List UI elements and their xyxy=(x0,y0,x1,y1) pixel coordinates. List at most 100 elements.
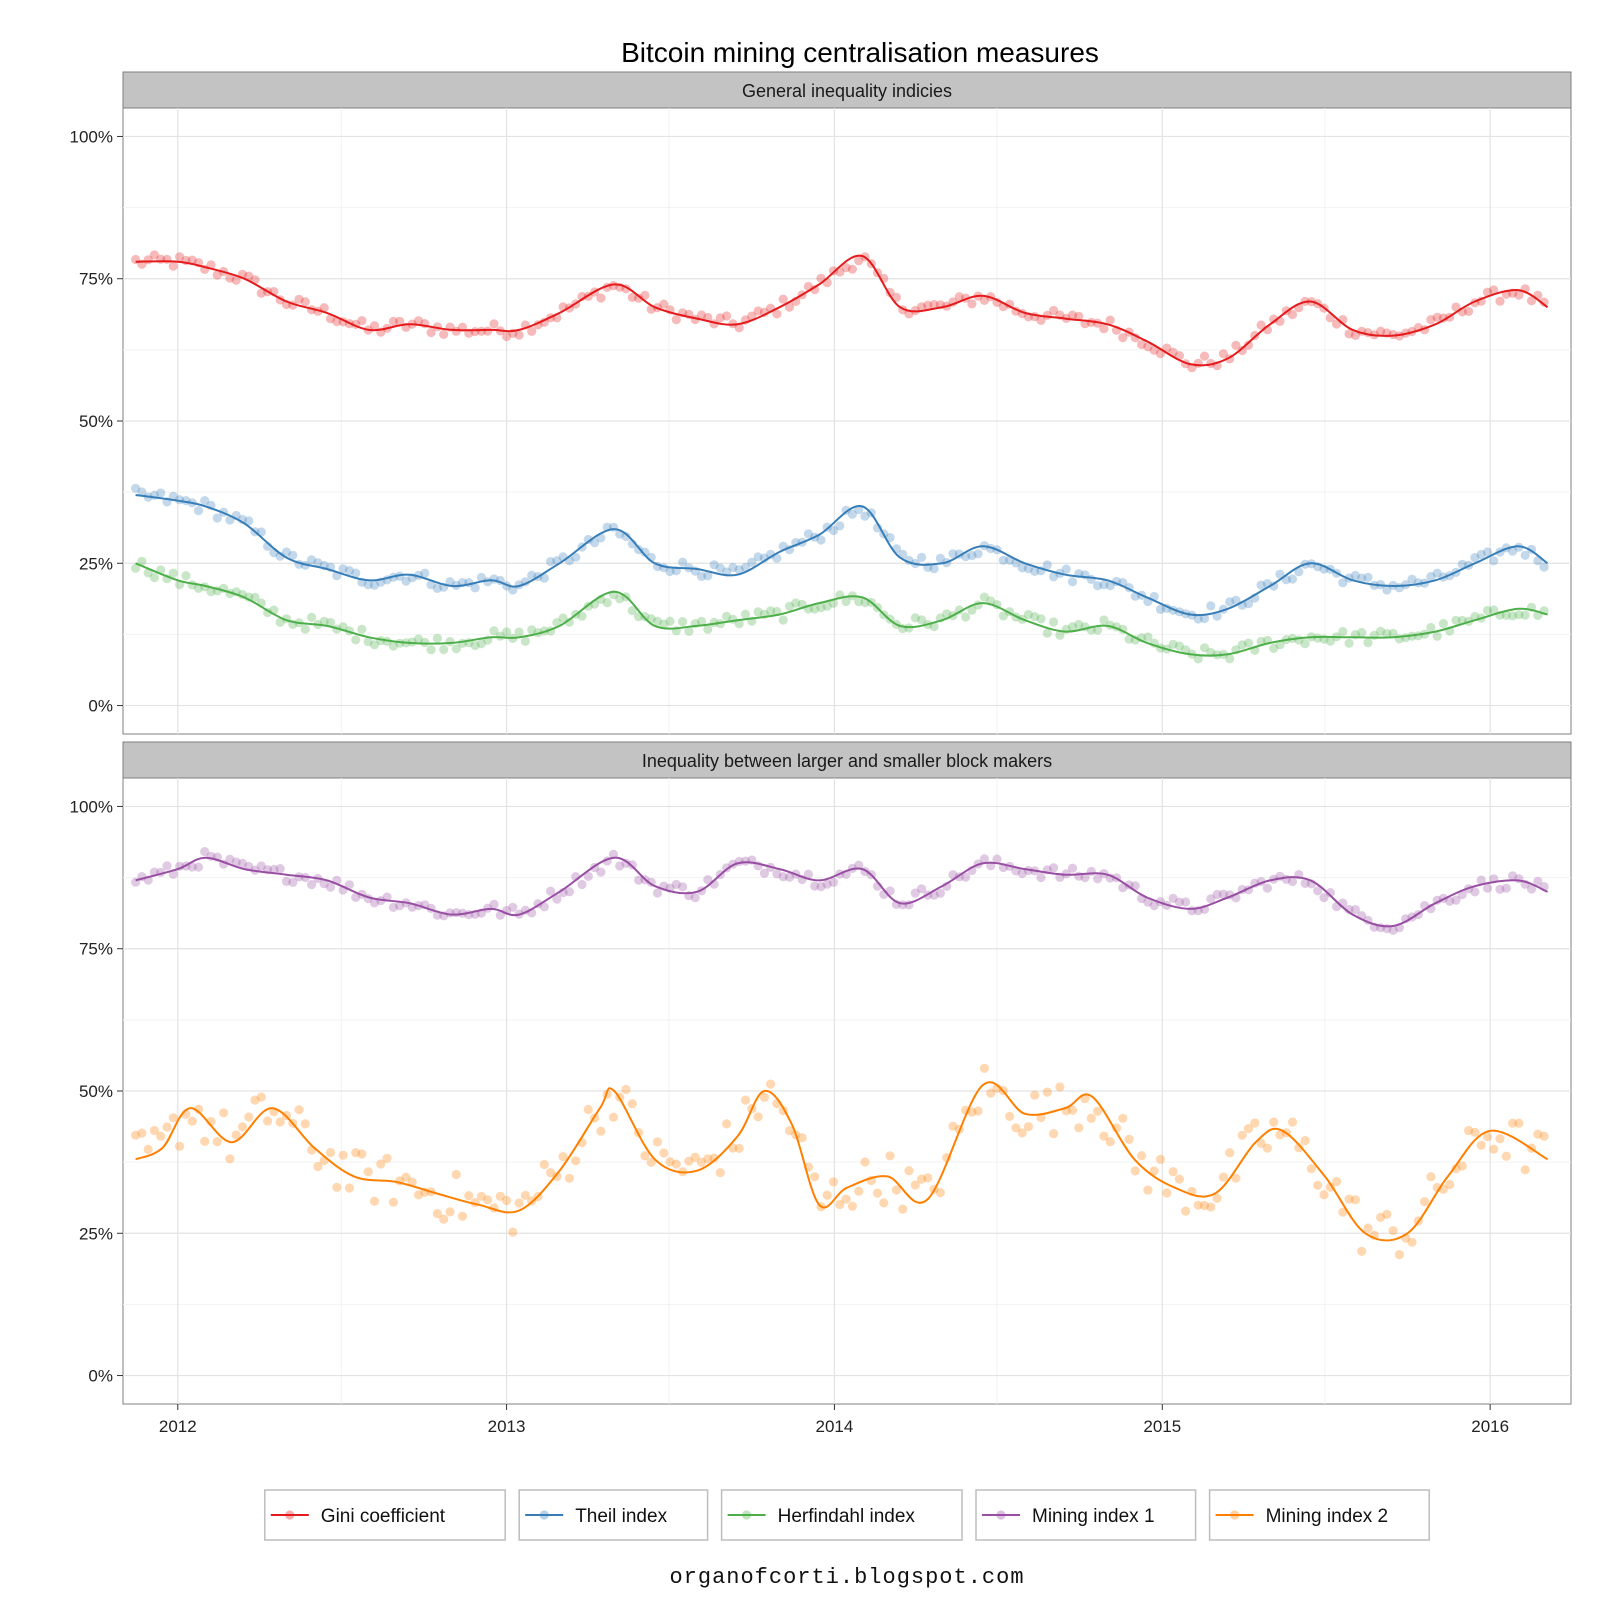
data-point xyxy=(1067,1105,1078,1115)
data-point xyxy=(608,281,619,291)
data-point xyxy=(369,898,380,908)
strip-background xyxy=(122,71,1572,109)
data-point xyxy=(784,601,795,611)
data-point xyxy=(369,1196,380,1206)
data-point xyxy=(684,1156,694,1166)
data-point xyxy=(1457,559,1467,569)
data-point xyxy=(212,513,222,523)
data-point xyxy=(502,627,512,637)
data-point xyxy=(979,854,990,864)
data-point xyxy=(294,294,304,304)
data-point xyxy=(973,1106,983,1116)
data-point xyxy=(1199,613,1210,624)
data-point xyxy=(193,506,204,516)
data-point xyxy=(1243,340,1254,350)
data-point xyxy=(388,1197,398,1207)
legend-item-mining-index-2: Mining index 2 xyxy=(1208,1489,1430,1541)
data-point xyxy=(627,292,637,302)
data-point xyxy=(1049,863,1059,873)
data-point xyxy=(137,487,147,497)
data-point xyxy=(722,311,732,321)
data-point xyxy=(709,560,719,570)
data-point xyxy=(193,862,204,872)
data-point xyxy=(149,1125,159,1136)
data-point xyxy=(168,1113,178,1123)
legend-key-point xyxy=(539,1510,549,1520)
data-point xyxy=(1470,1127,1480,1137)
data-point xyxy=(244,516,254,526)
data-point xyxy=(1350,570,1360,581)
data-point xyxy=(1143,897,1153,907)
data-point xyxy=(508,902,518,912)
data-point xyxy=(514,330,524,340)
x-tick-label: 2016 xyxy=(1471,1417,1509,1436)
data-point xyxy=(935,1188,946,1198)
data-point xyxy=(854,597,864,607)
data-point xyxy=(1357,627,1367,638)
data-point xyxy=(445,637,455,647)
data-point xyxy=(187,862,197,872)
data-point xyxy=(250,1095,260,1105)
data-point xyxy=(351,1148,361,1158)
data-point xyxy=(1199,351,1210,361)
y-tick-label: 75% xyxy=(79,940,113,959)
data-point xyxy=(910,1180,920,1190)
data-point xyxy=(281,876,292,887)
data-point xyxy=(847,264,858,274)
data-point xyxy=(1193,614,1203,624)
data-point xyxy=(678,557,688,567)
data-point xyxy=(696,310,707,320)
data-point xyxy=(1482,547,1493,557)
data-point xyxy=(828,266,839,276)
data-point xyxy=(1130,635,1140,645)
data-point xyxy=(313,1161,323,1172)
data-point xyxy=(1011,1123,1021,1133)
data-point xyxy=(1275,1130,1285,1140)
data-point xyxy=(1118,1113,1128,1123)
data-point xyxy=(1350,330,1360,340)
data-point xyxy=(615,861,625,871)
data-point xyxy=(483,1195,493,1205)
data-point xyxy=(778,615,788,625)
data-point xyxy=(1124,634,1134,644)
data-point xyxy=(476,639,486,649)
data-point xyxy=(307,555,317,565)
data-point xyxy=(181,571,191,581)
footer-credit: organofcorti.blogspot.com xyxy=(669,1565,1024,1590)
series-layer xyxy=(131,250,1549,664)
data-point xyxy=(772,869,782,879)
strip-label: General inequality indicies xyxy=(742,81,952,101)
data-point xyxy=(967,605,977,615)
data-point xyxy=(577,611,587,621)
data-point xyxy=(539,1159,549,1170)
data-point xyxy=(652,1137,663,1147)
data-point xyxy=(426,327,436,338)
data-point xyxy=(1388,1226,1398,1236)
legend-label: Mining index 2 xyxy=(1266,1506,1389,1527)
data-point xyxy=(583,1104,593,1115)
data-point xyxy=(288,550,298,560)
data-point xyxy=(1074,1123,1084,1133)
data-point xyxy=(489,626,499,636)
data-point xyxy=(357,1149,367,1159)
data-point xyxy=(1193,654,1203,664)
data-point xyxy=(149,573,159,583)
data-point xyxy=(822,879,832,889)
data-point xyxy=(904,1166,914,1176)
data-point xyxy=(935,888,946,898)
data-point xyxy=(634,293,644,303)
data-point xyxy=(1313,633,1323,643)
data-point xyxy=(300,297,310,307)
data-point xyxy=(583,871,593,882)
data-point xyxy=(1199,643,1210,653)
data-point xyxy=(810,285,820,295)
data-point xyxy=(1049,305,1059,316)
data-point xyxy=(244,271,254,281)
data-point xyxy=(835,521,845,531)
data-point xyxy=(696,571,707,582)
data-point xyxy=(740,609,751,619)
data-point xyxy=(1426,622,1436,633)
data-point xyxy=(451,644,461,654)
data-point xyxy=(1382,585,1392,595)
